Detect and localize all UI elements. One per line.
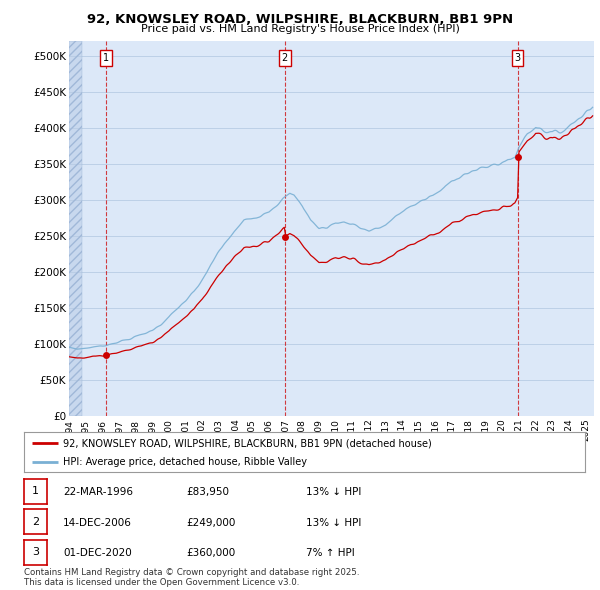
Bar [69, 41, 82, 416]
Text: 92, KNOWSLEY ROAD, WILPSHIRE, BLACKBURN, BB1 9PN (detached house): 92, KNOWSLEY ROAD, WILPSHIRE, BLACKBURN,… [63, 438, 432, 448]
Text: 7% ↑ HPI: 7% ↑ HPI [306, 549, 355, 558]
Text: £249,000: £249,000 [186, 518, 235, 527]
Text: 13% ↓ HPI: 13% ↓ HPI [306, 518, 361, 527]
Text: 2: 2 [32, 517, 39, 527]
Text: 2: 2 [282, 53, 288, 63]
Text: 1: 1 [103, 53, 109, 63]
Text: 3: 3 [32, 548, 39, 558]
Bar [69, 41, 82, 416]
Text: £83,950: £83,950 [186, 487, 229, 497]
Text: 92, KNOWSLEY ROAD, WILPSHIRE, BLACKBURN, BB1 9PN: 92, KNOWSLEY ROAD, WILPSHIRE, BLACKBURN,… [87, 13, 513, 26]
Text: 01-DEC-2020: 01-DEC-2020 [63, 549, 132, 558]
Text: Price paid vs. HM Land Registry's House Price Index (HPI): Price paid vs. HM Land Registry's House … [140, 24, 460, 34]
Text: 1: 1 [32, 486, 39, 496]
Text: HPI: Average price, detached house, Ribble Valley: HPI: Average price, detached house, Ribb… [63, 457, 307, 467]
Text: 22-MAR-1996: 22-MAR-1996 [63, 487, 133, 497]
Text: 14-DEC-2006: 14-DEC-2006 [63, 518, 132, 527]
Text: Contains HM Land Registry data © Crown copyright and database right 2025.
This d: Contains HM Land Registry data © Crown c… [24, 568, 359, 587]
Text: 13% ↓ HPI: 13% ↓ HPI [306, 487, 361, 497]
Text: 3: 3 [515, 53, 521, 63]
Text: £360,000: £360,000 [186, 549, 235, 558]
